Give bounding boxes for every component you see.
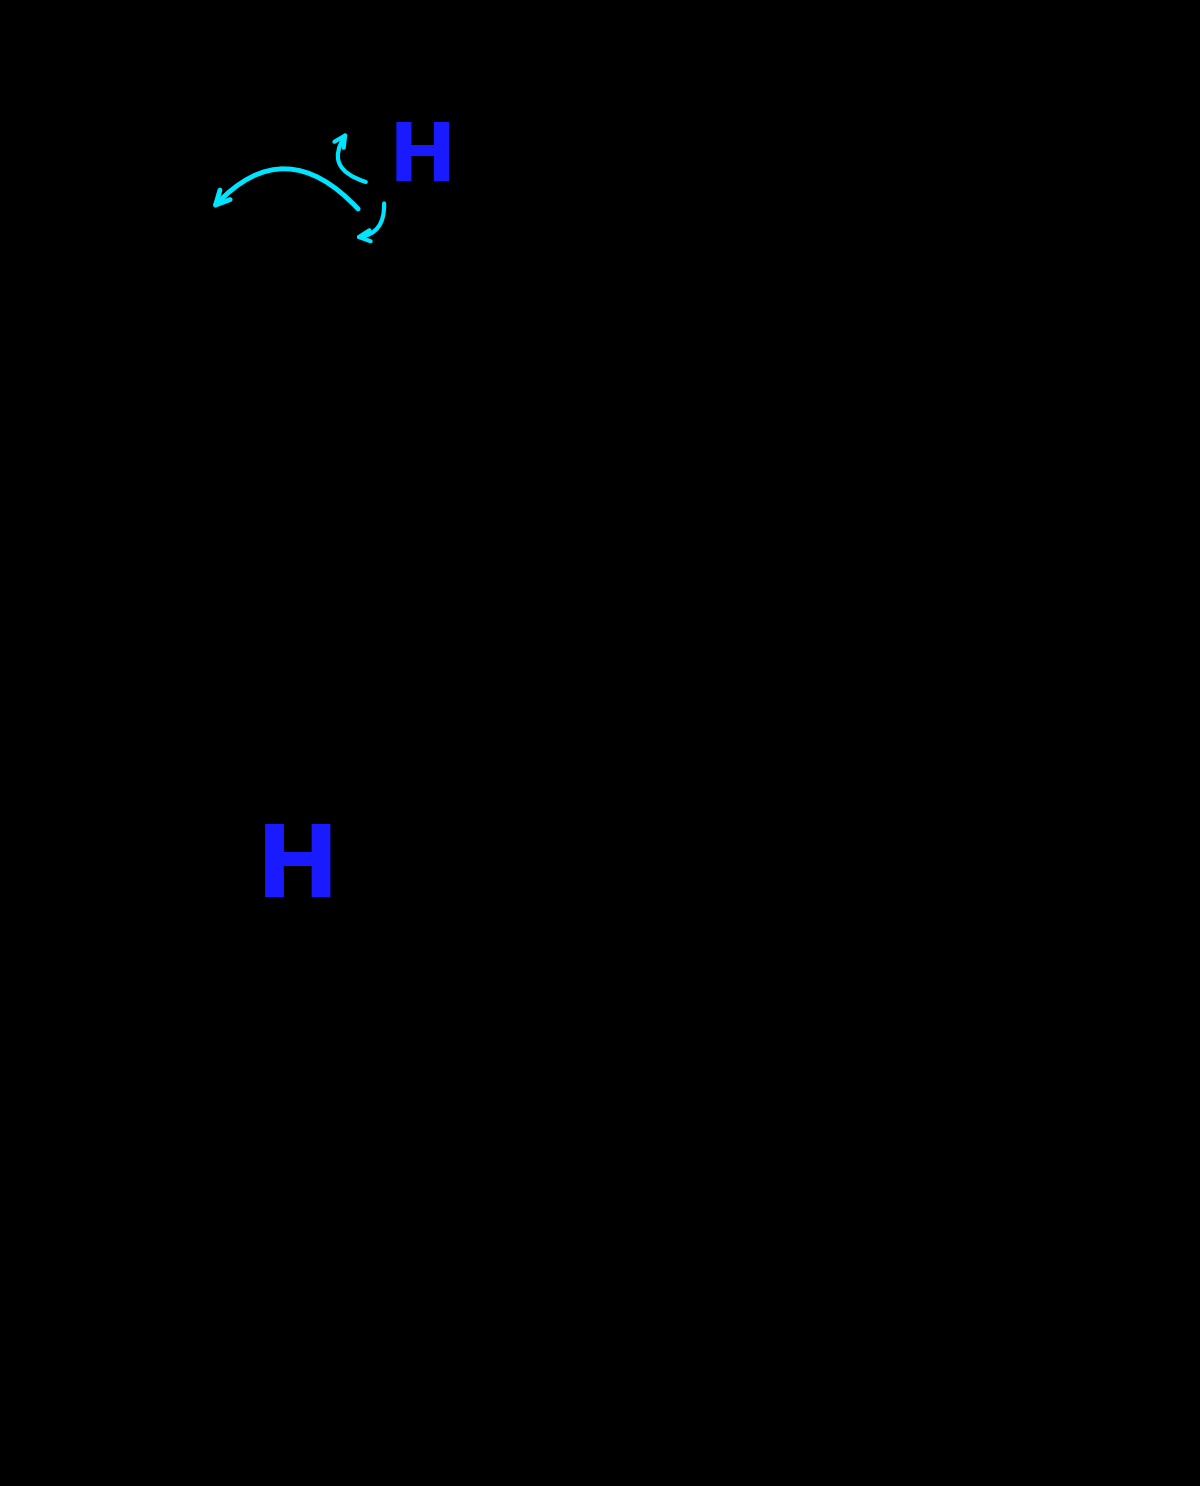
Text: H: H xyxy=(256,820,340,918)
Text: H: H xyxy=(389,120,456,198)
